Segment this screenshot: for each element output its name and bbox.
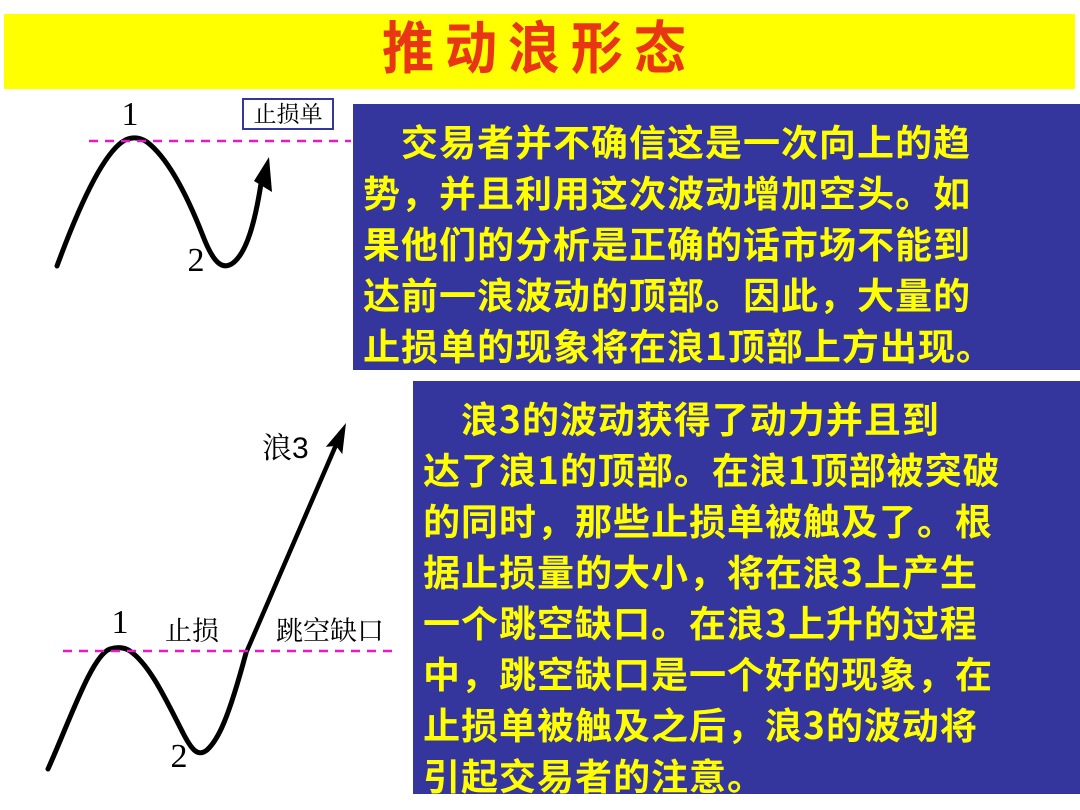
svg-text:2: 2 <box>188 242 205 279</box>
svg-text:1: 1 <box>122 96 139 133</box>
svg-text:浪3: 浪3 <box>262 423 309 467</box>
svg-text:2: 2 <box>171 738 188 775</box>
svg-text:1: 1 <box>112 604 129 641</box>
svg-text:止损单: 止损单 <box>254 96 323 129</box>
svg-text:跳空缺口: 跳空缺口 <box>276 609 384 648</box>
svg-text:止损: 止损 <box>165 609 219 648</box>
